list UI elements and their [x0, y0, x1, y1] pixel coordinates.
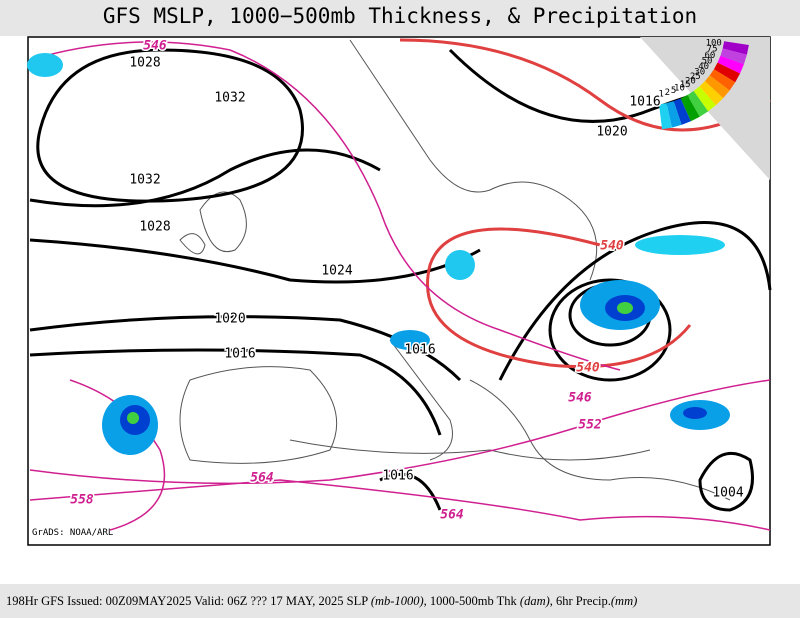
legend-label: 40 — [698, 62, 709, 72]
contour-label: 564 — [250, 471, 274, 486]
contour-label: 546 — [143, 39, 167, 54]
thickness-540 — [399, 38, 771, 369]
contour-label: 1028 — [129, 56, 160, 71]
legend-swatch — [704, 75, 730, 99]
contour-label: 1020 — [596, 125, 627, 140]
title-bar — [0, 0, 800, 36]
footer-part: (mb-1000) — [371, 594, 424, 608]
legend-label: 20 — [685, 76, 696, 86]
footer-part: 198Hr GFS Issued: 00Z09MAY2025 Valid: 06… — [6, 594, 371, 608]
contour-label: 552 — [578, 418, 602, 433]
credit: GrADS: NOAA/ARL — [32, 528, 113, 538]
legend-label: 2 — [665, 88, 670, 98]
legend-swatch — [659, 103, 672, 130]
legend-label: 30 — [694, 67, 705, 77]
legend-label: 1 — [658, 90, 663, 100]
contour-label: 1020 — [214, 312, 245, 327]
contour-label: 540 — [600, 239, 624, 254]
legend-swatch — [673, 98, 691, 125]
legend-label: 50 — [702, 57, 713, 67]
contour-label: 1032 — [214, 91, 245, 106]
legend-label: 5 — [671, 86, 676, 96]
legend-label: 15 — [680, 80, 691, 90]
thickness-lines — [29, 41, 771, 531]
legend-label: 10 — [674, 83, 685, 93]
contour-label: 1016 — [382, 469, 413, 484]
contour-label: 546 — [568, 391, 592, 406]
contour-label: 1024 — [321, 264, 352, 279]
footer-part: (mm) — [611, 594, 637, 608]
contour-label: 558 — [70, 493, 94, 508]
legend-swatch — [699, 81, 724, 106]
legend-label: 75 — [707, 45, 718, 55]
coastlines — [179, 39, 731, 501]
legend-swatch — [693, 86, 716, 112]
isobars — [29, 48, 772, 512]
contour-label: 1016 — [224, 347, 255, 362]
contour-label: 1028 — [139, 220, 170, 235]
footer-part: (dam) — [520, 594, 550, 608]
footer-part: , 1000-500mb Thk — [424, 594, 520, 608]
contour-label: 1016 — [404, 343, 435, 358]
contour-label: 1016 — [629, 95, 660, 110]
legend-swatch — [666, 101, 682, 128]
footer-part: , 6hr Precip. — [550, 594, 611, 608]
contour-label: 1004 — [712, 486, 743, 501]
map-title: GFS MSLP, 1000−500mb Thickness, & Precip… — [103, 4, 697, 28]
legend-swatch — [722, 41, 749, 55]
contour-label: 540 — [576, 361, 600, 376]
precip — [27, 53, 730, 455]
legend-swatch — [713, 62, 741, 83]
footer-bar — [0, 584, 800, 618]
legend-swatch — [709, 69, 736, 91]
legend-swatch — [717, 55, 744, 74]
contour-label: 564 — [440, 508, 464, 523]
legend-swatch — [687, 91, 709, 117]
legend-label: 60 — [704, 51, 715, 61]
legend-label: 100 — [706, 38, 722, 48]
legend-label: 25 — [690, 72, 701, 82]
contour-label: 1032 — [129, 173, 160, 188]
legend-swatch — [680, 95, 700, 122]
legend-swatch — [720, 48, 747, 65]
footer: 198Hr GFS Issued: 00Z09MAY2025 Valid: 06… — [6, 594, 637, 608]
